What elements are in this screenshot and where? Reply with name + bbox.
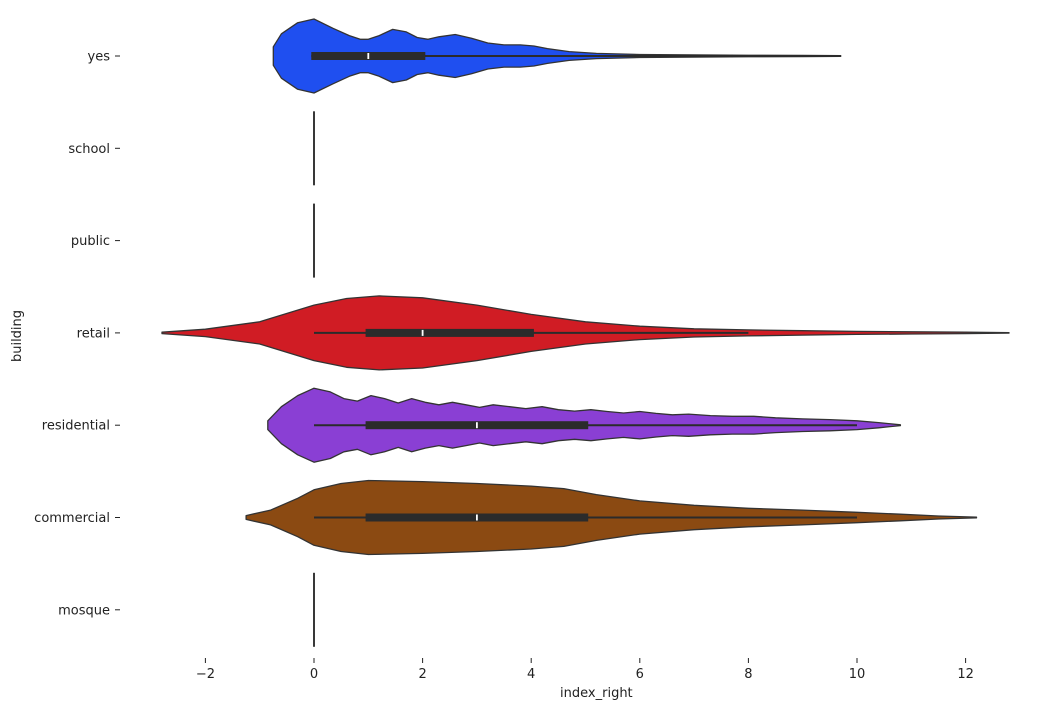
y-tick-label-retail: retail [77,326,110,341]
y-tick-label-yes: yes [88,50,111,65]
x-tick-label: −2 [196,667,215,682]
y-axis: yes school public retail residential commerci… [34,50,120,618]
y-tick-label-school: school [68,142,110,157]
x-tick-label: 12 [957,667,974,682]
y-tick-label-mosque: mosque [58,603,110,618]
x-tick-label: 2 [418,667,426,682]
violin-plot-area [161,18,1010,647]
y-tick-label-public: public [71,234,110,249]
x-tick-label: 6 [636,667,644,682]
y-tick-label-commercial: commercial [34,511,110,526]
x-tick-label: 10 [849,667,866,682]
iqr-box-retail [365,328,534,337]
x-axis: −2 0 2 4 6 8 10 12 [196,658,974,682]
y-tick-label-residential: residential [42,419,110,434]
y-axis-label: building [10,310,25,362]
x-tick-label: 8 [744,667,752,682]
x-tick-label: 0 [310,667,318,682]
x-tick-label: 4 [527,667,535,682]
x-axis-label: index_right [560,686,633,701]
